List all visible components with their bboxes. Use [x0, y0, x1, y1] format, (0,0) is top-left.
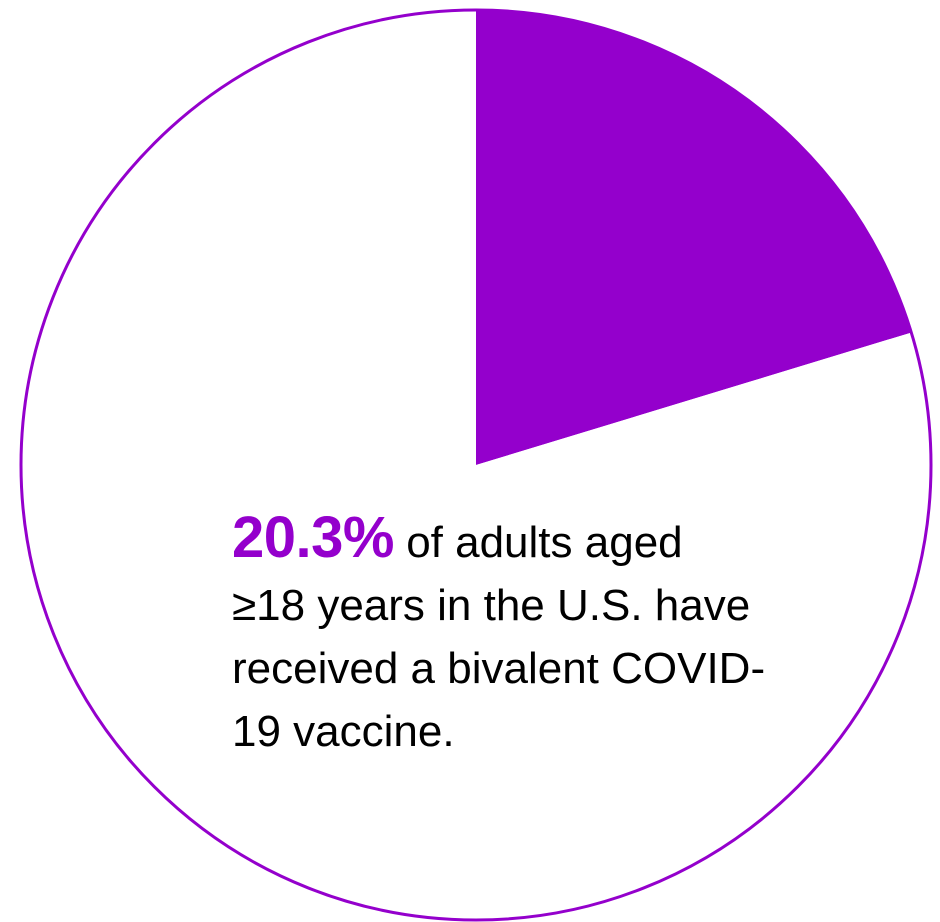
- callout-line-4: 19 vaccine.: [232, 700, 832, 763]
- callout-line-1-text: of adults aged: [394, 518, 683, 567]
- callout-value: 20.3%: [232, 505, 394, 570]
- callout-line-2: ≥18 years in the U.S. have: [232, 574, 832, 637]
- pie-callout: 20.3% of adults aged ≥18 years in the U.…: [232, 506, 832, 763]
- pie-slices: [21, 10, 931, 920]
- callout-line-1: 20.3% of adults aged: [232, 506, 832, 574]
- callout-line-3: received a bivalent COVID-: [232, 637, 832, 700]
